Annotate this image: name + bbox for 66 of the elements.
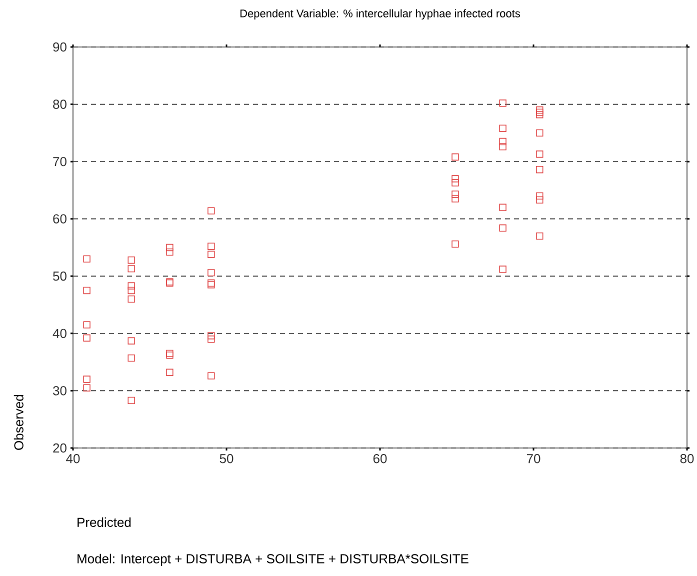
point: [208, 372, 215, 380]
point: [452, 240, 459, 248]
point: [452, 195, 459, 202]
point: [536, 111, 544, 118]
point: [499, 224, 506, 232]
x-tick-label: 50: [220, 454, 234, 464]
point: [208, 332, 215, 340]
point: [208, 269, 215, 276]
point: [83, 384, 90, 392]
y-axis-title: Observed: [14, 394, 24, 450]
point: [536, 166, 544, 174]
point: [128, 295, 135, 303]
point: [128, 396, 135, 404]
point: [128, 282, 135, 290]
point: [499, 100, 506, 107]
point: [128, 354, 135, 362]
point: [499, 266, 506, 273]
point: [208, 207, 215, 214]
x-tick-label: 40: [66, 454, 80, 464]
point: [128, 286, 135, 294]
point: [452, 153, 459, 161]
x-tick-label: 60: [373, 454, 387, 464]
y-tick-label: 30: [53, 386, 66, 396]
x-axis-title: Predicted: [78, 517, 131, 527]
point: [83, 255, 90, 263]
point: [536, 129, 544, 137]
point: [452, 190, 459, 198]
point: [536, 108, 544, 116]
y-tick-label: 20: [53, 443, 66, 453]
point: [83, 376, 90, 383]
point: [452, 179, 459, 186]
point: [452, 175, 459, 182]
point: [166, 248, 174, 256]
point: [208, 336, 215, 343]
point: [128, 256, 135, 264]
y-tick-label: 90: [53, 42, 66, 52]
y-tick-label: 70: [53, 156, 66, 166]
point: [166, 368, 174, 376]
x-tick-label: 70: [526, 454, 540, 464]
point: [208, 242, 215, 250]
point: [83, 321, 90, 328]
point: [166, 244, 174, 252]
y-tick-label: 60: [53, 214, 66, 224]
point: [499, 138, 506, 146]
point: [499, 143, 506, 150]
point: [208, 279, 215, 287]
point: [536, 196, 544, 204]
point: [166, 352, 174, 359]
point: [499, 204, 506, 211]
point: [83, 334, 90, 342]
y-tick-label: 50: [53, 272, 66, 281]
point: [83, 286, 90, 294]
point: [166, 350, 174, 358]
x-tick-label: 80: [680, 454, 694, 464]
chart-title: Dependent Variable: % intercellular hyphae infected roots: [240, 9, 520, 20]
y-tick-label: 80: [53, 100, 66, 109]
point: [208, 281, 215, 288]
point: [499, 124, 506, 132]
point: [208, 250, 215, 258]
text: Model: Intercept + DISTURBA + SOILSITE + DISTURBA*SOILSITE: [78, 554, 468, 566]
point: [128, 337, 135, 344]
y-tick-label: 40: [52, 328, 66, 338]
point: [536, 150, 544, 158]
point: [536, 232, 544, 240]
point: [536, 192, 544, 200]
point: [128, 265, 135, 272]
